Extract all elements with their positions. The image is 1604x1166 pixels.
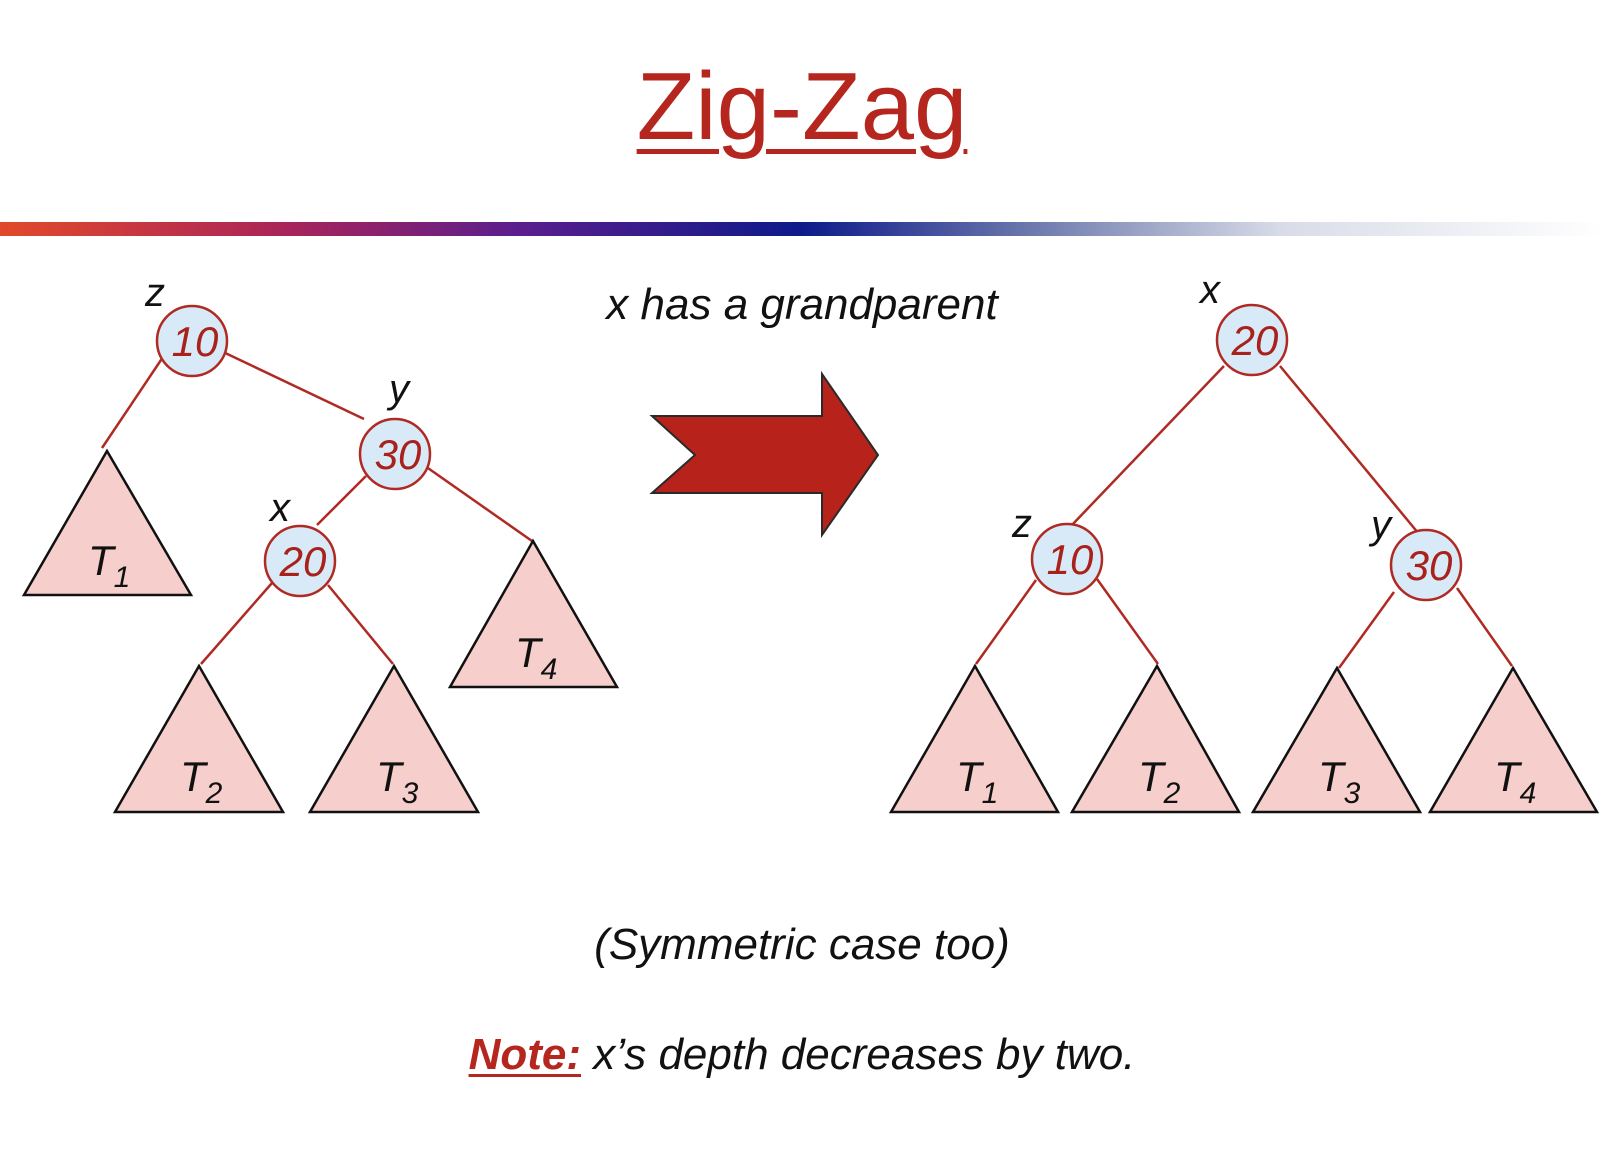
- subtree-triangle: [112, 663, 286, 814]
- var-label-x: x: [268, 486, 292, 530]
- subtree-label-t1: T1: [88, 537, 130, 594]
- subtree-label-t2: T2: [180, 753, 223, 810]
- tree-node: [155, 304, 229, 378]
- before-tree: T1 T2 T3 T4 10 z 30 y 20 x: [21, 271, 620, 814]
- node-key-20: 20: [279, 538, 327, 585]
- condition-caption: x has a grandparent: [606, 280, 998, 329]
- tree-node: [1215, 303, 1289, 377]
- subtree-label-t4: T4: [515, 629, 557, 686]
- subtree-triangle: [1427, 665, 1600, 814]
- edge-z-t2: [1095, 578, 1160, 665]
- subtree-triangle: [307, 663, 481, 814]
- edge-x-t3: [327, 584, 394, 665]
- subtree-label-t4: T4: [1494, 753, 1536, 810]
- node-key-10: 10: [172, 318, 219, 365]
- note-text: x’s depth decreases by two.: [593, 1030, 1136, 1079]
- edge-x-z: [1070, 365, 1225, 527]
- tree-node: [1389, 528, 1463, 602]
- var-label-y: y: [386, 367, 412, 411]
- gradient-divider: [0, 222, 1604, 236]
- edge-y-t4: [424, 464, 533, 543]
- subtree-label-t1: T1: [956, 753, 998, 810]
- note-label: Note:: [468, 1030, 582, 1079]
- edge-y-x: [316, 475, 367, 526]
- subtree-label-t3: T3: [1318, 753, 1361, 810]
- var-label-x: x: [1198, 268, 1222, 312]
- edge-z-y: [220, 349, 365, 421]
- subtree-triangle: [1250, 665, 1423, 814]
- subtree-triangle: [447, 538, 620, 689]
- tree-node: [263, 524, 337, 598]
- edge-z-t1: [974, 579, 1038, 665]
- slide-title: Zig-Zag: [636, 53, 968, 160]
- var-label-y: y: [1368, 503, 1394, 547]
- after-tree: T1 T2 T3 T4 20 x 10 z 30 y: [888, 268, 1600, 814]
- node-key-10: 10: [1047, 536, 1094, 583]
- node-key-20: 20: [1231, 317, 1279, 364]
- var-label-z: z: [1011, 502, 1032, 546]
- note-caption: Note: x’s depth decreases by two.: [0, 1030, 1604, 1080]
- edge-z-t1: [100, 356, 165, 449]
- subtree-triangle: [1069, 663, 1242, 814]
- node-key-30: 30: [375, 431, 422, 478]
- subtree-label-t2: T2: [1138, 753, 1181, 810]
- var-label-z: z: [144, 271, 165, 315]
- edge-y-t3: [1337, 591, 1396, 669]
- symmetric-caption: (Symmetric case too): [594, 920, 1010, 969]
- tree-node: [358, 417, 432, 491]
- subtree-label-t3: T3: [376, 753, 419, 810]
- subtree-triangle: [888, 663, 1061, 814]
- tree-node: [1030, 522, 1104, 596]
- edge-x-y: [1279, 365, 1420, 535]
- edge-y-t4: [1455, 587, 1514, 667]
- node-key-30: 30: [1406, 542, 1453, 589]
- edge-x-t2: [200, 582, 273, 665]
- right-arrow-icon: [649, 370, 880, 539]
- subtree-triangle: [21, 448, 194, 597]
